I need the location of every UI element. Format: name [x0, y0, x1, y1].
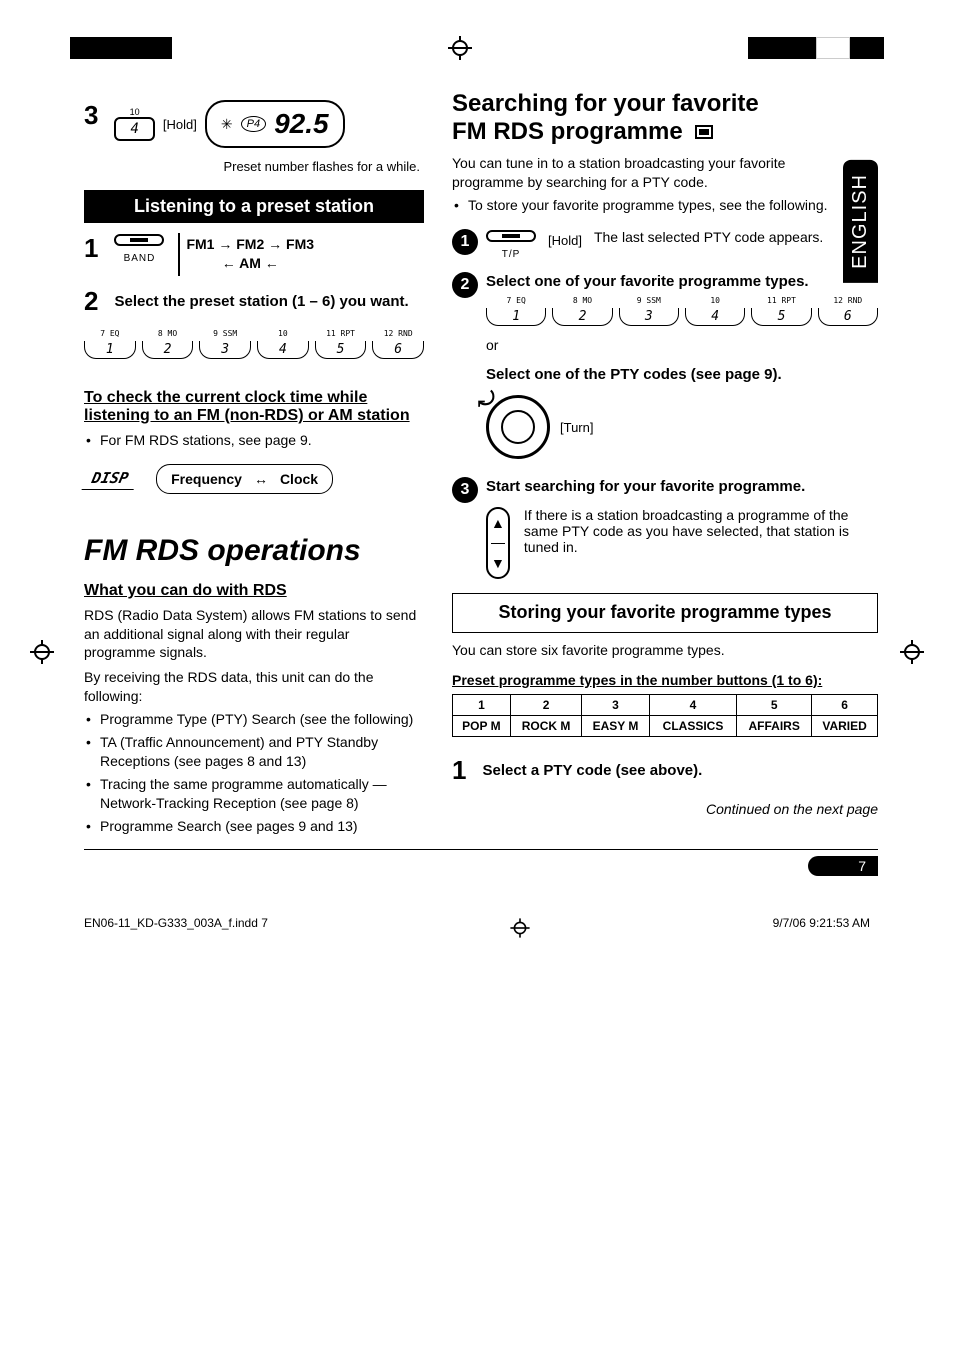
preset-buttons-left: 7 EQ1 8 MO2 9 SSM3 104 11 RPT5 12 RND6	[84, 341, 424, 359]
preset-btn-r1[interactable]: 7 EQ1	[486, 308, 546, 326]
blk3-desc: If there is a station broadcasting a pro…	[524, 507, 878, 555]
black-circle-3: 3	[452, 477, 478, 503]
hold-label: [Hold]	[163, 117, 197, 132]
hold-label-right: [Hold]	[548, 233, 582, 248]
fm-cycle-am: AM	[239, 255, 261, 271]
rds-item-4: Programme Search (see pages 9 and 13)	[84, 817, 424, 836]
preset-buttons-right: 7 EQ1 8 MO2 9 SSM3 104 11 RPT5 12 RND6	[486, 308, 878, 326]
blk3-line1: Start searching for your favorite progra…	[486, 477, 878, 497]
clock-note-list: For FM RDS stations, see page 9.	[84, 431, 424, 450]
step2-text: Select the preset station (1 – 6) you wa…	[114, 293, 408, 310]
dial-knob[interactable]: ⤾	[486, 395, 550, 459]
rds-p2: By receiving the RDS data, this unit can…	[84, 668, 424, 706]
preset-btn-r5[interactable]: 11 RPT5	[751, 308, 811, 326]
rds-item-2: TA (Traffic Announcement) and PTY Standb…	[84, 733, 424, 771]
print-footer: EN06-11_KD-G333_003A_f.indd 7 9/7/06 9:2…	[0, 916, 954, 968]
clock-note: For FM RDS stations, see page 9.	[84, 431, 424, 450]
preset-btn-1[interactable]: 7 EQ1	[84, 341, 136, 359]
step-2: 2 Select the preset station (1 – 6) you …	[84, 286, 424, 359]
black-circle-1: 1	[452, 229, 478, 255]
updown-button[interactable]: ▲ ▼	[486, 507, 510, 579]
preset-caption: Preset number flashes for a while.	[84, 158, 420, 176]
clock-label: Clock	[280, 471, 318, 487]
freq-clock-box: Frequency Clock	[156, 464, 333, 494]
frequency-display: ✳ P4 92.5	[205, 100, 345, 148]
search-p1: You can tune in to a station broadcastin…	[452, 154, 878, 192]
bidir-arrow-icon	[250, 471, 272, 487]
clock-heading: To check the current clock time while li…	[84, 389, 424, 425]
band-button[interactable]	[114, 234, 164, 246]
preset-btn-r3[interactable]: 9 SSM3	[619, 308, 679, 326]
table-row-head: 1 2 3 4 5 6	[453, 694, 878, 715]
step-1: 1 BAND FM1 → FM2 → FM3 ← AM ←	[84, 233, 424, 276]
preset-btn-2[interactable]: 8 MO2	[142, 341, 194, 359]
page-number: 7	[808, 856, 878, 876]
freq-value: 92.5	[274, 108, 329, 140]
left-column: 3 10 4 [Hold] ✳ P4 92.5	[84, 90, 424, 839]
fm-rds-title: FM RDS operations	[84, 534, 424, 568]
preset-table: 1 2 3 4 5 6 POP M ROCK M EASY M CLASSICS…	[452, 694, 878, 737]
right-column: Searching for your favorite FM RDS progr…	[452, 90, 878, 839]
turn-label: [Turn]	[560, 420, 593, 435]
last-step-num: 1	[452, 755, 466, 786]
store-p: You can store six favorite programme typ…	[452, 641, 878, 660]
up-arrow-icon: ▲	[491, 515, 505, 531]
black-circle-2: 2	[452, 272, 478, 298]
what-rds-heading: What you can do with RDS	[84, 582, 424, 600]
rds-list: Programme Type (PTY) Search (see the fol…	[84, 710, 424, 835]
footer-date: 9/7/06 9:21:53 AM	[773, 916, 870, 940]
rds-p1: RDS (Radio Data System) allows FM statio…	[84, 606, 424, 663]
preset-btn-5[interactable]: 11 RPT5	[315, 341, 367, 359]
step3-num: 3	[84, 100, 98, 131]
preset-button-4[interactable]: 4	[114, 117, 154, 141]
preset-btn-3[interactable]: 9 SSM3	[199, 341, 251, 359]
rds-item-3: Tracing the same programme automatically…	[84, 775, 424, 813]
turn-arrow-icon: ⤾	[478, 389, 495, 412]
p4-badge: P4	[241, 116, 266, 132]
fm-cycle: FM1 → FM2 → FM3 ← AM ←	[178, 233, 320, 276]
rds-end-icon	[695, 118, 713, 146]
continued-text: Continued on the next page	[452, 800, 878, 819]
crosshair-footer-icon	[511, 919, 530, 938]
rds-step-3: 3 Start searching for your favorite prog…	[452, 477, 878, 579]
search-title: Searching for your favorite FM RDS progr…	[452, 90, 878, 146]
fm-cycle-top: FM1 → FM2 → FM3	[186, 235, 314, 255]
language-tab: ENGLISH	[843, 160, 878, 283]
footer-file: EN06-11_KD-G333_003A_f.indd 7	[84, 916, 268, 940]
search-note-list: To store your favorite programme types, …	[452, 196, 878, 215]
store-title-box: Storing your favorite programme types	[452, 593, 878, 633]
listen-bar: Listening to a preset station	[84, 190, 424, 223]
blk2-line2: Select one of the PTY codes (see page 9)…	[486, 365, 878, 385]
preset-btn-r4[interactable]: 104	[685, 308, 745, 326]
down-arrow-icon: ▼	[491, 555, 505, 571]
preset-heading: Preset programme types in the number but…	[452, 672, 878, 688]
last-step: 1 Select a PTY code (see above).	[452, 755, 878, 786]
preset-btn-6[interactable]: 12 RND6	[372, 341, 424, 359]
blk2-or: or	[486, 336, 878, 355]
btn-top-label: 10	[114, 107, 154, 117]
preset-btn-4[interactable]: 104	[257, 341, 309, 359]
blk2-line1: Select one of your favorite programme ty…	[486, 272, 878, 292]
tp-button[interactable]	[486, 230, 536, 242]
rds-item-1: Programme Type (PTY) Search (see the fol…	[84, 710, 424, 729]
rds-step-1: 1 T/P [Hold] The last selected PTY code …	[452, 229, 878, 260]
preset-btn-r6[interactable]: 12 RND6	[818, 308, 878, 326]
last-step-text: Select a PTY code (see above).	[482, 762, 702, 779]
step1-num: 1	[84, 233, 98, 264]
rds-step-2: 2 Select one of your favorite programme …	[452, 272, 878, 459]
preset-btn-r2[interactable]: 8 MO2	[552, 308, 612, 326]
tp-label: T/P	[486, 249, 536, 260]
freq-label: Frequency	[171, 471, 242, 487]
band-label: BAND	[114, 253, 164, 264]
footer-rule	[84, 849, 878, 850]
step2-num: 2	[84, 286, 98, 317]
search-note: To store your favorite programme types, …	[452, 196, 878, 215]
table-row-values: POP M ROCK M EASY M CLASSICS AFFAIRS VAR…	[453, 715, 878, 736]
blk1-desc: The last selected PTY code appears.	[594, 229, 823, 245]
step-3: 3 10 4 [Hold] ✳ P4 92.5	[84, 100, 424, 148]
disp-button[interactable]: DISP	[82, 467, 139, 490]
